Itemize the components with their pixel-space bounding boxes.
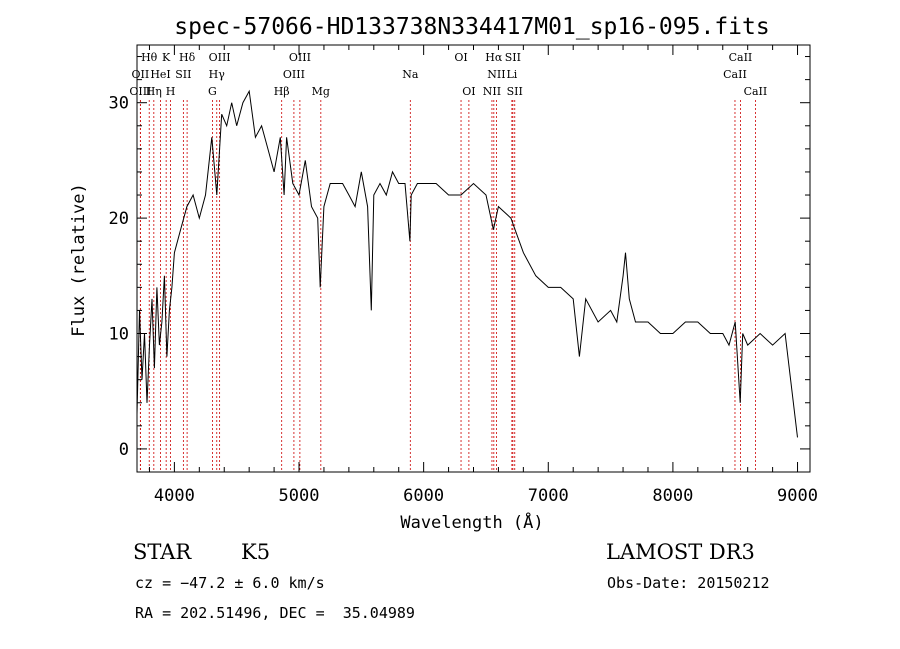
y-tick-label: 0 — [119, 440, 129, 460]
y-axis-label: Flux (relative) — [69, 183, 89, 337]
line-marker-label: SII — [505, 51, 521, 64]
chart-title: spec-57066-HD133738N334417M01_sp16-095.f… — [174, 14, 769, 40]
line-marker-label: OIII — [129, 85, 151, 98]
x-tick-label: 4000 — [154, 486, 195, 506]
line-marker-label: OI — [454, 51, 467, 64]
object-class: STAR — [133, 540, 192, 564]
line-marker-label: SII — [507, 85, 523, 98]
x-axis-label: Wavelength (Å) — [400, 511, 543, 533]
line-marker-label: NII — [487, 68, 505, 81]
line-marker-label: SII — [175, 68, 191, 81]
x-tick-label: 6000 — [403, 486, 444, 506]
line-marker-label: Hα — [485, 51, 503, 64]
x-tick-label: 7000 — [528, 486, 569, 506]
line-marker-label: Hη — [146, 85, 162, 98]
line-markers: Hθ OII OIII K HeI Hη Hδ SII H OIII Hγ G OIII OIII Hβ Mg… — [129, 51, 767, 472]
line-marker-label: H — [166, 85, 176, 98]
line-marker-label: NII — [483, 85, 501, 98]
line-marker-label: K — [162, 51, 171, 64]
line-marker-label: Na — [402, 68, 419, 81]
x-tick-label: 8000 — [652, 486, 693, 506]
line-marker-label: Hγ — [209, 68, 226, 81]
line-marker-label: OIII — [289, 51, 311, 64]
y-axis-ticks: 0 10 20 30 — [109, 56, 810, 460]
line-marker-label: CaII — [729, 51, 753, 64]
line-marker-label: HeI — [150, 68, 170, 81]
line-marker-label: OII — [132, 68, 150, 81]
spectrum-line — [136, 89, 798, 438]
coordinates: RA = 202.51496, DEC = 35.04989 — [135, 604, 415, 622]
line-marker-label: OI — [462, 85, 475, 98]
line-marker-label: Li — [506, 68, 517, 81]
y-tick-label: 20 — [109, 209, 129, 229]
redshift-velocity: cz = −47.2 ± 6.0 km/s — [135, 574, 325, 592]
line-marker-label: OIII — [209, 51, 231, 64]
x-tick-label: 5000 — [279, 486, 320, 506]
y-tick-label: 10 — [109, 325, 129, 345]
line-marker-label: OIII — [283, 68, 305, 81]
line-marker-label: G — [208, 85, 217, 98]
line-marker-label: Mg — [312, 85, 330, 98]
line-marker-label: CaII — [744, 85, 768, 98]
x-tick-label: 9000 — [777, 486, 818, 506]
line-marker-label: Hδ — [179, 51, 196, 64]
y-tick-label: 30 — [109, 94, 129, 114]
spectral-subclass: K5 — [241, 540, 271, 564]
line-marker-label: Hθ — [141, 51, 158, 64]
line-marker-label: CaII — [723, 68, 747, 81]
x-axis-ticks: 4000 5000 6000 7000 8000 9000 — [148, 45, 818, 506]
observation-date: Obs-Date: 20150212 — [607, 574, 770, 592]
plot-frame — [136, 44, 811, 473]
line-marker-label: Hβ — [274, 85, 290, 98]
survey-name: LAMOST DR3 — [606, 540, 755, 564]
